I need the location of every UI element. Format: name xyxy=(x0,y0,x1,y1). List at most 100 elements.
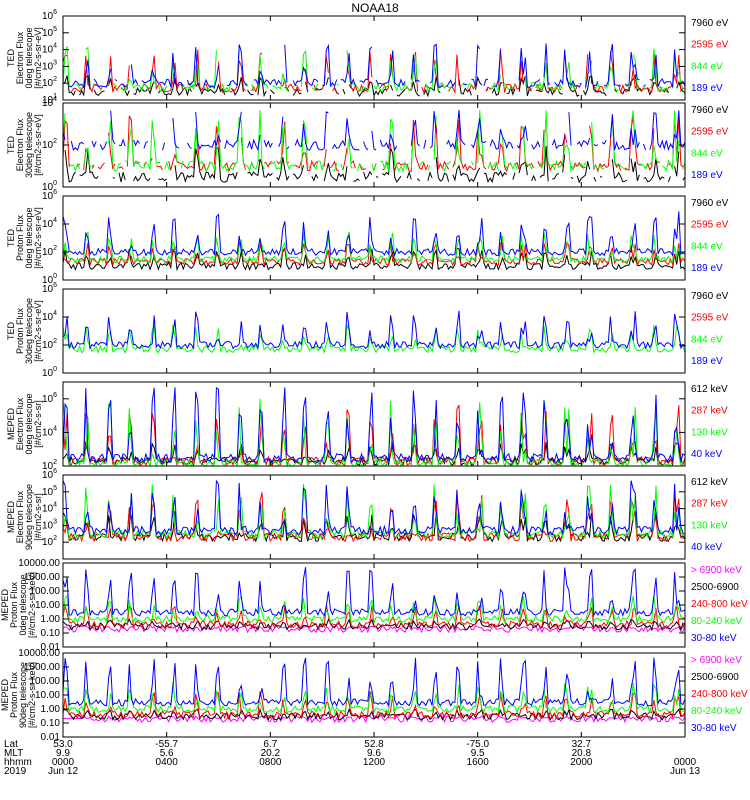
y-tick-label: 1.00 xyxy=(41,614,61,625)
y-tick-label: 100 xyxy=(42,366,57,379)
x-tick-label: -75.0 xyxy=(466,739,489,750)
legend-entry: 80-240 keV xyxy=(691,616,742,627)
panel-6-series xyxy=(63,479,685,543)
x-tick-label: 2000 xyxy=(570,757,593,768)
legend-entry: 240-800 keV xyxy=(691,689,748,700)
legend-entry: 2500-6900 xyxy=(691,672,739,683)
x-tick-label: 1600 xyxy=(467,757,490,768)
legend-entry: 7960 eV xyxy=(691,105,729,116)
legend-entry: 844 eV xyxy=(691,334,723,345)
y-tick-label: 104 xyxy=(42,96,57,109)
x-row-label: hhmm xyxy=(4,757,32,768)
legend-entry: 7960 eV xyxy=(691,18,729,29)
x-tick-label: 9.5 xyxy=(471,748,485,759)
legend-entry: 40 keV xyxy=(691,542,722,553)
panel-frame xyxy=(62,195,686,281)
y-axis-label: MEPEDElectron Flux90deg telescope[#/cm2-… xyxy=(6,484,43,550)
y-tick-label: 1000.00 xyxy=(24,572,61,583)
y-tick-label: 10000.00 xyxy=(18,648,60,659)
legend-entry: 7960 eV xyxy=(691,291,729,302)
legend-entry: > 6900 keV xyxy=(691,655,742,666)
x-tick-label: 9.9 xyxy=(56,748,70,759)
y-tick-label: 102 xyxy=(42,138,57,151)
x-tick-label: 6.7 xyxy=(263,739,277,750)
y-axis-label: TEDElectron Flux0deg telescope[#/cm2-s-s… xyxy=(6,27,43,89)
y-tick-label: 0.10 xyxy=(41,628,61,639)
panel-6: 102 103 104 105 106 MEPEDElectron Flux90deg t… xyxy=(6,468,728,560)
panel-frame xyxy=(62,288,686,374)
y-tick-label: 104 xyxy=(42,502,57,515)
y-tick-label: 102 xyxy=(42,76,57,89)
legend-entry: 189 eV xyxy=(691,356,723,367)
x-row-label: 2019 xyxy=(4,766,27,777)
y-tick-label: 1.00 xyxy=(41,704,61,715)
series-line-7-5 xyxy=(63,567,685,618)
panel-3-series xyxy=(63,211,685,272)
y-tick-label: 0.01 xyxy=(41,732,61,743)
x-tick-label: 9.6 xyxy=(367,748,381,759)
y-tick-label: 106 xyxy=(42,392,57,405)
series-line-8-2 xyxy=(63,707,685,722)
x-tick-label: 20.2 xyxy=(261,748,281,759)
y-tick-label: 103 xyxy=(42,59,57,72)
series-line-6-4 xyxy=(63,479,685,537)
y-tick-label: 103 xyxy=(42,518,57,531)
series-line-4-3 xyxy=(63,324,685,355)
y-tick-label: 0.01 xyxy=(41,642,61,653)
panel-8-series xyxy=(63,657,685,724)
panel-5-series xyxy=(63,387,685,466)
y-axis-label: MEPEDElectron Flux0deg telescope[#/cm2-s… xyxy=(6,393,43,454)
y-tick-label: 106 xyxy=(42,9,57,22)
legend-entry: 612 keV xyxy=(691,384,728,395)
panel-7-series xyxy=(63,567,685,634)
x-tick-label: 52.8 xyxy=(364,739,384,750)
panel-4: 100 102 104 106 TEDProton Flux30deg telescop… xyxy=(6,282,729,379)
legend-entry: 844 eV xyxy=(691,148,723,159)
series-line-2-3 xyxy=(63,110,685,174)
legend-entry: 240-800 keV xyxy=(691,599,748,610)
y-tick-label: 100.00 xyxy=(29,676,60,687)
legend-entry: 130 keV xyxy=(691,427,728,438)
y-axis-label: TEDProton Flux30deg telescope[#/cm2-s-sr… xyxy=(6,298,43,364)
legend-entry: 7960 eV xyxy=(691,198,729,209)
x-tick-label: 5.6 xyxy=(160,748,174,759)
series-line-1-4 xyxy=(69,43,685,89)
legend-entry: 2595 eV xyxy=(691,40,729,51)
y-tick-label: 10.00 xyxy=(35,690,60,701)
y-tick-label: 102 xyxy=(42,535,57,548)
y-tick-label: 100.00 xyxy=(29,586,60,597)
series-line-7-3 xyxy=(63,604,685,630)
panel-4-series xyxy=(63,310,685,355)
series-line-8-4 xyxy=(63,681,685,714)
y-axis-label: MEPEDProton Flux0deg telescope[#/cm2-s-s… xyxy=(0,572,37,638)
y-tick-label: 106 xyxy=(42,282,57,295)
legend-entry: > 6900 keV xyxy=(691,565,742,576)
legend-entry: 30-80 keV xyxy=(691,723,737,734)
series-line-6-3 xyxy=(63,483,685,540)
x-tick-label: 0400 xyxy=(156,757,179,768)
legend-entry: 189 eV xyxy=(691,83,723,94)
series-line-2-1 xyxy=(64,145,685,184)
legend-entry: 40 keV xyxy=(691,449,722,460)
legend-entry: 189 eV xyxy=(691,263,723,274)
y-tick-label: 1000.00 xyxy=(24,662,61,673)
legend-entry: 189 eV xyxy=(691,170,723,181)
y-axis-label: MEPEDProton Flux90deg telescope[#/cm2-s-… xyxy=(0,662,37,728)
panel-7: 0.01 0.10 1.00 10.00 100.00 1000.00 10000.00 ME… xyxy=(0,558,748,653)
y-tick-label: 10000.00 xyxy=(18,558,60,569)
y-tick-label: 10.00 xyxy=(35,600,60,611)
y-tick-label: 104 xyxy=(42,43,57,56)
series-line-3-3 xyxy=(63,230,685,264)
series-line-6-2 xyxy=(63,492,685,543)
y-tick-label: 105 xyxy=(42,26,57,39)
panel-2-series xyxy=(63,110,685,184)
y-tick-label: 102 xyxy=(42,338,57,351)
legend-entry: 844 eV xyxy=(691,241,723,252)
series-line-8-5 xyxy=(63,657,685,708)
x-tick-label: 20.8 xyxy=(572,748,592,759)
legend-entry: 30-80 keV xyxy=(691,633,737,644)
x-tick-label: 53.0 xyxy=(53,739,73,750)
